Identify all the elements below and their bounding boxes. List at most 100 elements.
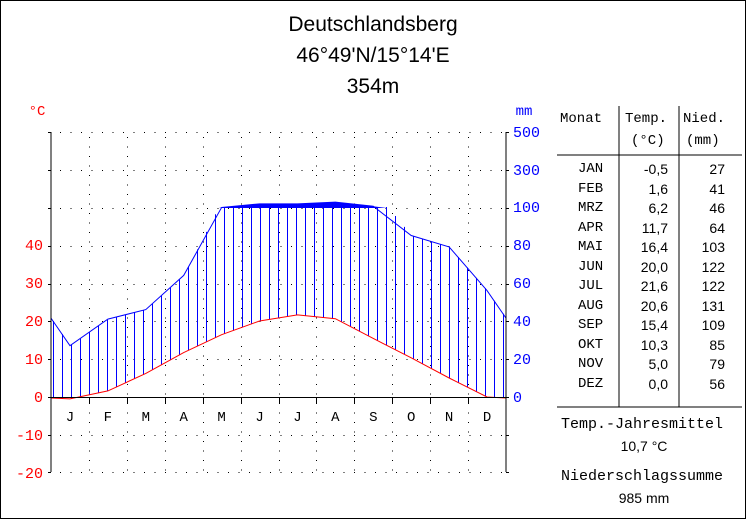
grid-dot [392, 441, 393, 442]
grid-dot [468, 450, 469, 452]
grid-dot [186, 246, 187, 247]
grid-dot [316, 393, 317, 395]
grid-dot [364, 472, 366, 473]
grid-dot [279, 260, 280, 262]
grid-dot [468, 222, 469, 224]
grid-dot [448, 208, 450, 209]
grid-dot [316, 270, 317, 271]
grid-dot [322, 170, 324, 171]
grid-dot [175, 284, 177, 285]
grid-dot [468, 308, 469, 309]
grid-dot [279, 374, 280, 376]
grid-dot [468, 156, 469, 157]
grid-dot [354, 194, 355, 195]
grid-dot [316, 232, 317, 233]
grid-dot [89, 203, 90, 205]
grid-dot [312, 246, 313, 247]
table-cell-precip: 27 [709, 161, 725, 177]
grid-dot [430, 441, 431, 442]
grid-dot [175, 246, 177, 247]
grid-dot [354, 137, 355, 138]
grid-dot [354, 384, 355, 385]
grid-dot [333, 208, 334, 209]
grid-dot [203, 175, 204, 176]
grid-dot [501, 246, 502, 247]
grid-dot [144, 170, 145, 171]
grid-dot [238, 359, 240, 360]
grid-dot [165, 403, 166, 404]
grid-dot [228, 359, 229, 360]
grid-dot [279, 441, 280, 442]
grid-dot [279, 431, 280, 433]
grid-dot [241, 137, 242, 138]
grid-dot [396, 208, 397, 209]
grid-dot [127, 327, 128, 328]
grid-dot [291, 246, 292, 247]
grid-dot [301, 208, 303, 209]
grid-dot [241, 460, 242, 461]
grid-dot [91, 472, 93, 473]
grid-dot [175, 170, 177, 171]
grid-dot [375, 132, 376, 133]
table-cell-precip: 103 [701, 239, 725, 255]
table-cell-temp: 11,7 [641, 219, 668, 236]
grid-dot [354, 308, 355, 309]
grid-dot [165, 450, 166, 452]
grid-dot [127, 336, 128, 338]
grid-dot [89, 270, 90, 271]
grid-dot [154, 132, 156, 133]
grid-dot [127, 374, 128, 376]
grid-dot [354, 213, 355, 214]
grid-dot [89, 241, 90, 243]
grid-dot [217, 132, 219, 133]
grid-dot [203, 308, 204, 309]
grid-dot [316, 336, 317, 338]
grid-dot [316, 374, 317, 376]
grid-dot [186, 359, 187, 360]
mean-temp-label: Temp.-Jahresmittel [561, 416, 724, 433]
grid-dot [123, 321, 124, 322]
grid-dot [375, 246, 376, 247]
grid-dot [196, 246, 198, 247]
grid-dot [448, 472, 450, 473]
month-label: D [483, 410, 491, 426]
grid-dot [354, 132, 355, 133]
grid-dot [203, 137, 204, 138]
grid-dot [392, 308, 393, 309]
grid-dot [501, 170, 502, 171]
grid-dot [203, 203, 204, 205]
grid-dot [427, 132, 429, 133]
grid-dot [89, 184, 90, 186]
grid-dot [203, 270, 204, 271]
grid-dot [165, 279, 166, 281]
grid-dot [279, 450, 280, 452]
grid-dot [459, 472, 460, 473]
grid-dot [468, 346, 469, 347]
grid-dot [165, 346, 166, 347]
grid-dot [279, 270, 280, 271]
precip-tick-label: 60 [513, 276, 531, 293]
grid-dot [354, 170, 355, 171]
grid-dot [354, 403, 355, 404]
grid-dot [316, 317, 317, 319]
grid-dot [316, 403, 317, 404]
grid-dot [70, 208, 72, 209]
grid-dot [301, 321, 303, 322]
precip-unit-label: mm [516, 104, 533, 120]
grid-dot [430, 146, 431, 148]
grid-dot [279, 308, 280, 309]
grid-dot [279, 222, 280, 224]
grid-dot [241, 355, 242, 357]
grid-dot [89, 317, 90, 319]
grid-dot [89, 175, 90, 176]
grid-dot [186, 208, 187, 209]
grid-dot [468, 365, 469, 366]
grid-dot [291, 435, 292, 436]
grid-dot [89, 146, 90, 148]
grid-dot [154, 472, 156, 473]
grid-dot [203, 422, 204, 423]
grid-dot [238, 246, 240, 247]
grid-dot [438, 284, 439, 285]
grid-dot [501, 435, 502, 436]
grid-dot [241, 308, 242, 309]
